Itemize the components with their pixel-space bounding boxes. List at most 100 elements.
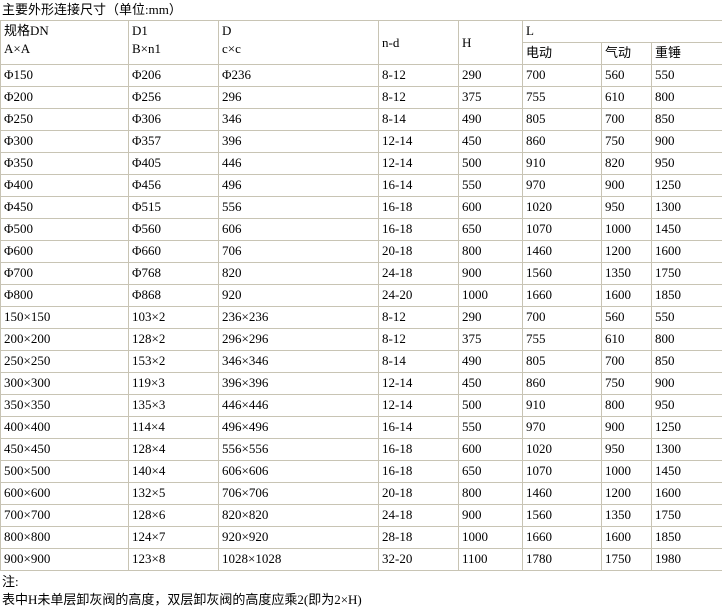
cell-dn: Φ250 (1, 109, 129, 131)
cell-l-pneumatic: 610 (602, 87, 652, 109)
cell-d1: Φ405 (129, 153, 219, 175)
cell-l-counterweight: 1600 (652, 241, 722, 263)
cell-d: Φ236 (219, 65, 379, 87)
cell-nd: 16-18 (379, 439, 459, 461)
cell-nd: 32-20 (379, 549, 459, 571)
column-header-d-line1: D (222, 23, 231, 38)
cell-h: 290 (459, 307, 523, 329)
cell-l-counterweight: 850 (652, 351, 722, 373)
cell-dn: 150×150 (1, 307, 129, 329)
cell-nd: 24-18 (379, 505, 459, 527)
cell-nd: 16-18 (379, 219, 459, 241)
column-header-l-electric: 电动 (523, 43, 602, 65)
cell-l-counterweight: 900 (652, 373, 722, 395)
cell-l-pneumatic: 900 (602, 417, 652, 439)
cell-d1: 140×4 (129, 461, 219, 483)
cell-dn: 200×200 (1, 329, 129, 351)
cell-d1: Φ456 (129, 175, 219, 197)
cell-l-pneumatic: 560 (602, 65, 652, 87)
cell-l-counterweight: 1750 (652, 263, 722, 285)
cell-nd: 8-14 (379, 351, 459, 373)
cell-d1: Φ515 (129, 197, 219, 219)
cell-d1: Φ206 (129, 65, 219, 87)
cell-dn: 600×600 (1, 483, 129, 505)
cell-h: 450 (459, 373, 523, 395)
cell-nd: 24-18 (379, 263, 459, 285)
column-header-d1-line1: D1 (132, 23, 148, 38)
cell-h: 600 (459, 439, 523, 461)
cell-l-counterweight: 1750 (652, 505, 722, 527)
cell-l-pneumatic: 1200 (602, 483, 652, 505)
cell-l-electric: 970 (523, 417, 602, 439)
cell-dn: Φ200 (1, 87, 129, 109)
specifications-table: 规格DN A×A D1 B×n1 D c×c n-d H L 电动 气动 重锤 (0, 20, 722, 571)
cell-l-pneumatic: 1350 (602, 263, 652, 285)
cell-dn: 900×900 (1, 549, 129, 571)
cell-nd: 28-18 (379, 527, 459, 549)
cell-dn: Φ500 (1, 219, 129, 241)
cell-h: 490 (459, 351, 523, 373)
cell-l-electric: 1020 (523, 197, 602, 219)
column-header-d-line2: c×c (222, 40, 378, 58)
cell-l-pneumatic: 950 (602, 197, 652, 219)
cell-h: 800 (459, 483, 523, 505)
cell-l-counterweight: 550 (652, 65, 722, 87)
cell-l-counterweight: 850 (652, 109, 722, 131)
cell-h: 450 (459, 131, 523, 153)
cell-l-pneumatic: 1000 (602, 219, 652, 241)
cell-l-electric: 755 (523, 87, 602, 109)
table-header: 规格DN A×A D1 B×n1 D c×c n-d H L 电动 气动 重锤 (1, 21, 722, 65)
cell-dn: Φ600 (1, 241, 129, 263)
cell-dn: Φ300 (1, 131, 129, 153)
cell-l-electric: 1560 (523, 263, 602, 285)
column-header-l-pneumatic: 气动 (602, 43, 652, 65)
cell-d: 296 (219, 87, 379, 109)
cell-l-electric: 1020 (523, 439, 602, 461)
column-header-d: D c×c (219, 21, 379, 65)
cell-h: 650 (459, 219, 523, 241)
cell-dn: 700×700 (1, 505, 129, 527)
column-header-dn-line2: A×A (4, 40, 128, 58)
cell-d1: 128×2 (129, 329, 219, 351)
cell-l-electric: 970 (523, 175, 602, 197)
cell-l-counterweight: 950 (652, 395, 722, 417)
cell-dn: 800×800 (1, 527, 129, 549)
cell-dn: 300×300 (1, 373, 129, 395)
cell-d: 346×346 (219, 351, 379, 373)
cell-dn: Φ150 (1, 65, 129, 87)
cell-l-counterweight: 1850 (652, 285, 722, 307)
cell-dn: 350×350 (1, 395, 129, 417)
cell-d1: Φ660 (129, 241, 219, 263)
cell-h: 800 (459, 241, 523, 263)
cell-d1: Φ560 (129, 219, 219, 241)
cell-h: 550 (459, 417, 523, 439)
cell-d1: 103×2 (129, 307, 219, 329)
cell-dn: 500×500 (1, 461, 129, 483)
cell-l-electric: 700 (523, 307, 602, 329)
cell-l-pneumatic: 750 (602, 373, 652, 395)
cell-l-electric: 910 (523, 395, 602, 417)
cell-d: 920 (219, 285, 379, 307)
cell-d: 496×496 (219, 417, 379, 439)
cell-h: 550 (459, 175, 523, 197)
cell-d: 556×556 (219, 439, 379, 461)
cell-nd: 12-14 (379, 373, 459, 395)
cell-l-counterweight: 950 (652, 153, 722, 175)
cell-l-electric: 1660 (523, 527, 602, 549)
cell-h: 500 (459, 395, 523, 417)
cell-h: 500 (459, 153, 523, 175)
cell-l-pneumatic: 560 (602, 307, 652, 329)
cell-d: 820 (219, 263, 379, 285)
cell-nd: 8-12 (379, 307, 459, 329)
